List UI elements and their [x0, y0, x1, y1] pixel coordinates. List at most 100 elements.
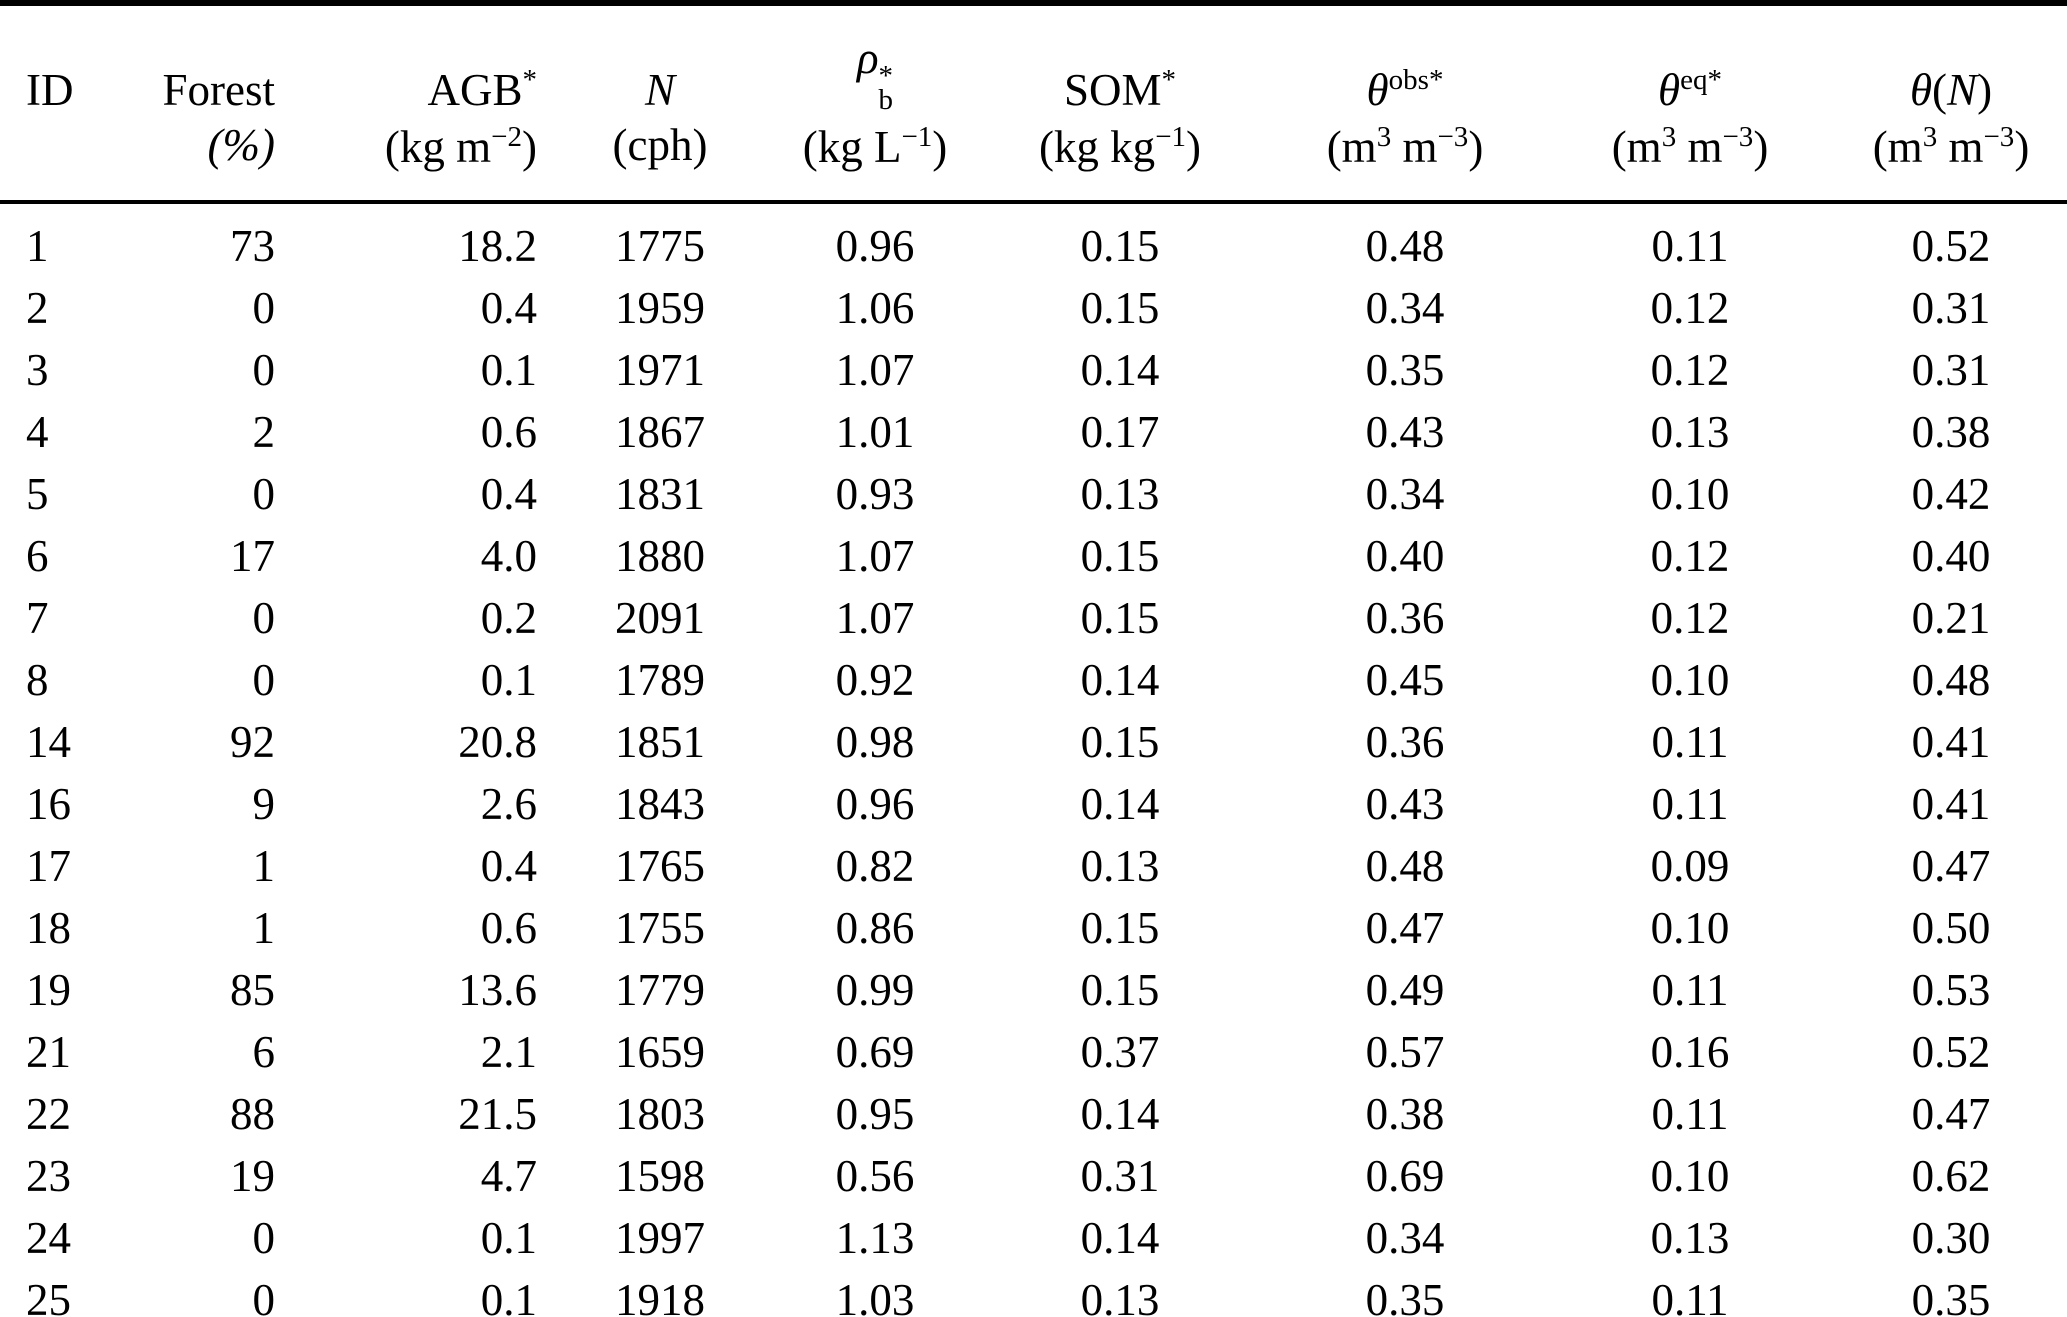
cell: 92: [230, 717, 275, 768]
cell: 0.40: [1911, 531, 1991, 582]
cell: 0.48: [1911, 655, 1991, 706]
cell: 0.34: [1365, 469, 1445, 520]
cell: 0.47: [1911, 1089, 1991, 1140]
cell: 1.13: [835, 1213, 915, 1264]
cell: 1971: [615, 345, 705, 396]
table-row: 8 0 0.1 1789 0.92 0.14 0.45 0.10 0.48: [0, 650, 2067, 712]
cell: 2: [252, 407, 276, 458]
cell: 0.47: [1911, 841, 1991, 892]
cell: 21: [26, 1027, 71, 1078]
cell: 0.69: [835, 1027, 915, 1078]
cell: 8: [26, 655, 49, 706]
cell: 0.13: [1080, 469, 1160, 520]
cell: 0.45: [1365, 655, 1445, 706]
cell: 2.6: [480, 779, 537, 830]
table-row: 3 0 0.1 1971 1.07 0.14 0.35 0.12 0.31: [0, 340, 2067, 402]
cell: 0.34: [1365, 283, 1445, 334]
cell: 0: [252, 283, 276, 334]
table-row: 4 2 0.6 1867 1.01 0.17 0.43 0.13 0.38: [0, 402, 2067, 464]
cell: 0.98: [835, 717, 915, 768]
unit-id: [0, 113, 110, 202]
table-row: 25 0 0.1 1918 1.03 0.13 0.35 0.11 0.35: [0, 1270, 2067, 1317]
cell: 0.13: [1650, 407, 1730, 458]
cell: 0.15: [1080, 965, 1160, 1016]
cell: 6: [26, 531, 49, 582]
cell: 0.1: [480, 1213, 537, 1264]
cell: 0.1: [480, 345, 537, 396]
cell: 0.34: [1365, 1213, 1445, 1264]
cell: 1779: [615, 965, 705, 1016]
cell: 19: [230, 1151, 275, 1202]
cell: 0.10: [1650, 469, 1730, 520]
cell: 0.62: [1911, 1151, 1991, 1202]
cell: 1880: [615, 531, 705, 582]
cell: 0.86: [835, 903, 915, 954]
cell: 16: [26, 779, 71, 830]
cell: 0.11: [1651, 965, 1729, 1016]
cell: 0.12: [1650, 593, 1730, 644]
cell: 88: [230, 1089, 275, 1140]
col-header-id: ID: [26, 64, 74, 115]
cell: 1803: [615, 1089, 705, 1140]
table-row: 17 1 0.4 1765 0.82 0.13 0.48 0.09 0.47: [0, 836, 2067, 898]
cell: 1851: [615, 717, 705, 768]
col-header-theta-eq: θeq*: [1658, 63, 1722, 115]
cell: 0.52: [1911, 1027, 1991, 1078]
cell: 1831: [615, 469, 705, 520]
cell: 0.11: [1651, 1275, 1729, 1317]
cell: 23: [26, 1151, 71, 1202]
cell: 4.7: [480, 1151, 537, 1202]
table-header: ID Forest AGB* N ρ * b SOM* θobs* θeq* θ(N…: [0, 3, 2067, 202]
cell: 2.1: [480, 1027, 537, 1078]
cell: 0.2: [480, 593, 537, 644]
cell: 0.69: [1365, 1151, 1445, 1202]
cell: 1.07: [835, 345, 915, 396]
cell: 0.47: [1365, 903, 1445, 954]
cell: 0.15: [1080, 221, 1160, 272]
table-row: 23 19 4.7 1598 0.56 0.31 0.69 0.10 0.62: [0, 1146, 2067, 1208]
cell: 0.15: [1080, 283, 1160, 334]
cell: 0: [252, 1213, 276, 1264]
cell: 0.35: [1911, 1275, 1991, 1317]
cell: 0.21: [1911, 593, 1991, 644]
cell: 0.50: [1911, 903, 1991, 954]
cell: 1918: [615, 1275, 705, 1317]
cell: 0.99: [835, 965, 915, 1016]
cell: 0.31: [1911, 283, 1991, 334]
cell: 0.15: [1080, 593, 1160, 644]
cell: 0.30: [1911, 1213, 1991, 1264]
cell: 0.96: [835, 221, 915, 272]
table-row: 19 85 13.6 1779 0.99 0.15 0.49 0.11 0.53: [0, 960, 2067, 1022]
cell: 17: [230, 531, 275, 582]
cell: 0.36: [1365, 593, 1445, 644]
cell: 6: [252, 1027, 276, 1078]
cell: 0.41: [1911, 717, 1991, 768]
unit-forest: (%): [207, 119, 275, 170]
cell: 0.13: [1080, 841, 1160, 892]
col-header-forest: Forest: [162, 64, 276, 115]
cell: 0.4: [480, 469, 537, 520]
col-header-theta-obs: θobs*: [1366, 63, 1444, 115]
cell: 0.35: [1365, 345, 1445, 396]
table-row: 16 9 2.6 1843 0.96 0.14 0.43 0.11 0.41: [0, 774, 2067, 836]
cell: 0.38: [1911, 407, 1991, 458]
cell: 0.14: [1080, 1213, 1160, 1264]
cell: 1.07: [835, 531, 915, 582]
cell: 0.95: [835, 1089, 915, 1140]
header-row-labels: ID Forest AGB* N ρ * b SOM* θobs* θeq* θ(N…: [0, 3, 2067, 115]
cell: 0.56: [835, 1151, 915, 1202]
cell: 73: [230, 221, 275, 272]
col-header-n: N: [644, 64, 675, 115]
cell: 1.01: [835, 407, 915, 458]
cell: 0.11: [1651, 221, 1729, 272]
cell: 0.40: [1365, 531, 1445, 582]
cell: 20.8: [458, 717, 537, 768]
table-row: 7 0 0.2 2091 1.07 0.15 0.36 0.12 0.21: [0, 588, 2067, 650]
cell: 4: [26, 407, 49, 458]
cell: 85: [230, 965, 275, 1016]
cell: 0.10: [1650, 655, 1730, 706]
cell: 0.12: [1650, 283, 1730, 334]
cell: 1659: [615, 1027, 705, 1078]
cell: 0: [252, 345, 276, 396]
